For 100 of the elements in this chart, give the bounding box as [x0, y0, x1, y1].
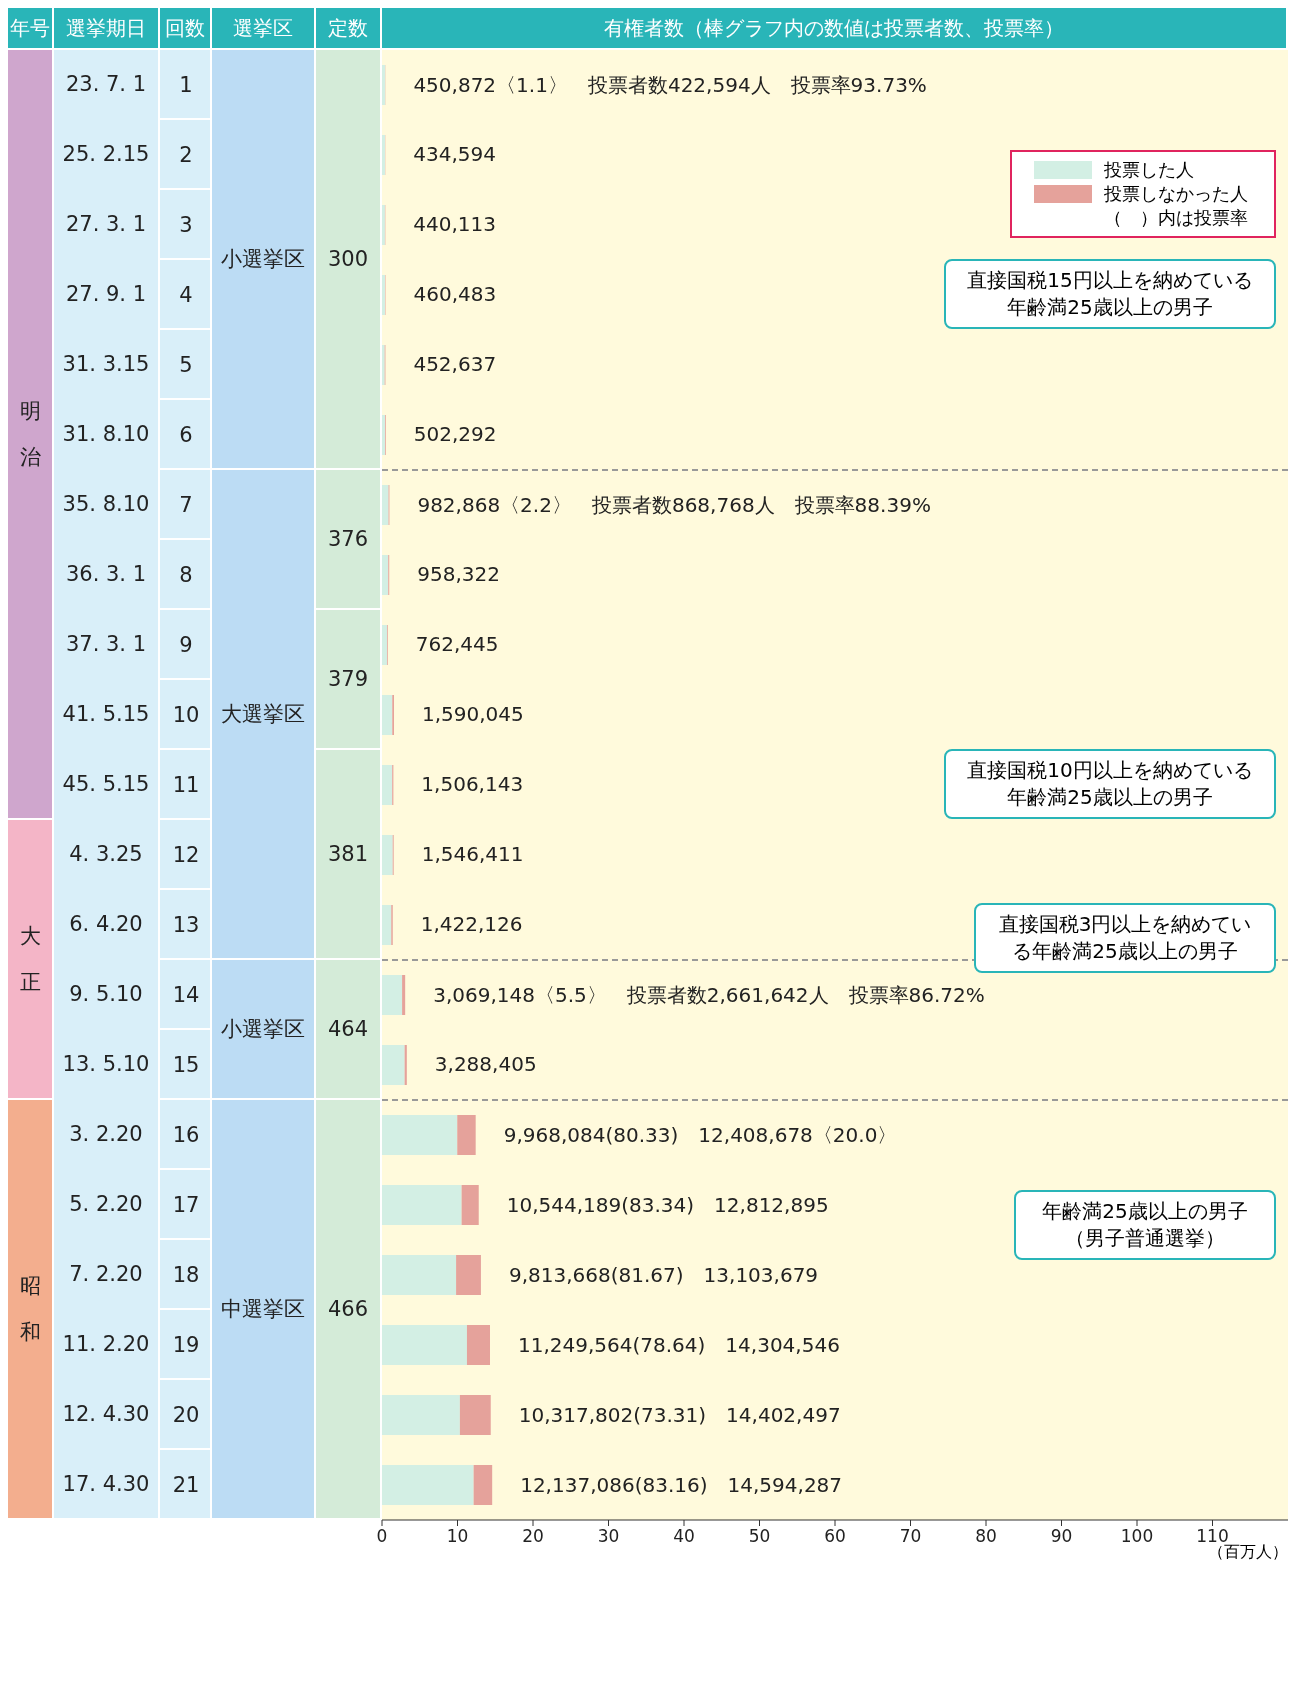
annotation: 年齢満25歳以上の男子（男子普通選挙） — [1014, 1190, 1276, 1260]
text: 17. 4.30 — [61, 1471, 151, 1498]
bar — [402, 975, 406, 1015]
y-tick-label: 9 — [179, 633, 193, 657]
bar — [382, 905, 392, 945]
annotation: 3,069,148〈5.5〉 投票者数2,661,642人 投票率86.72% — [433, 982, 985, 1009]
x-tick-label: 90 — [1050, 1526, 1073, 1546]
text: 昭和 — [18, 1273, 42, 1346]
bar — [382, 1115, 458, 1155]
text: 376 — [316, 470, 380, 608]
bar — [382, 1185, 462, 1225]
x-tick-label: 100 — [1120, 1526, 1154, 1546]
text: 3. 2.20 — [68, 1121, 144, 1148]
chart-title: 有権者数（棒グラフ内の数値は投票者数、投票率） — [382, 8, 1286, 48]
annotation: 直接国税10円以上を納めている年齢満25歳以上の男子 — [944, 749, 1276, 819]
bar — [382, 765, 393, 805]
text: 12. 4.30 — [61, 1401, 151, 1428]
y-tick-label: 17 — [172, 1193, 200, 1217]
y-tick-label: 3 — [179, 213, 193, 237]
bar — [382, 975, 403, 1015]
text: 41. 5.15 — [61, 701, 151, 728]
y-tick-label: 14 — [172, 983, 200, 1007]
text: 466 — [316, 1100, 380, 1518]
text: 31. 8.10 — [61, 421, 151, 448]
text: 大正 — [18, 923, 42, 996]
x-tick-label: 30 — [597, 1526, 620, 1546]
x-tick-label: 0 — [376, 1526, 388, 1546]
text: 回数 — [160, 8, 210, 48]
annotation: 460,483 — [413, 282, 497, 306]
bar — [404, 1045, 407, 1085]
x-tick-label: 10 — [446, 1526, 469, 1546]
annotation: 10,544,189(83.34) 12,812,895 — [506, 1192, 829, 1219]
text: 中選挙区 — [212, 1100, 314, 1518]
bar — [466, 1325, 490, 1365]
y-tick-label: 20 — [172, 1403, 200, 1427]
text: 7. 2.20 — [68, 1261, 144, 1288]
text: 379 — [316, 610, 380, 748]
y-tick-label: 2 — [179, 143, 193, 167]
y-tick-label: 16 — [172, 1123, 200, 1147]
text: 明治 — [18, 398, 42, 471]
text: 選挙区 — [212, 8, 314, 48]
text: 27. 9. 1 — [64, 281, 148, 308]
y-tick-label: 7 — [179, 493, 193, 517]
text: 大選挙区 — [212, 470, 314, 958]
x-tick-label: 50 — [748, 1526, 771, 1546]
text: 27. 3. 1 — [64, 211, 148, 238]
text: 4. 3.25 — [68, 841, 144, 868]
annotation: 3,288,405 — [434, 1052, 537, 1076]
text: 選挙期日 — [54, 8, 158, 48]
text: 年号 — [8, 8, 52, 48]
annotation: 762,445 — [415, 632, 499, 656]
annotation: 958,322 — [417, 562, 500, 586]
y-tick-label: 21 — [172, 1473, 200, 1497]
y-tick-label: 4 — [179, 283, 193, 307]
annotation: 502,292 — [413, 422, 497, 446]
text: 小選挙区 — [212, 50, 314, 468]
y-tick-label: 12 — [172, 843, 200, 867]
legend-label: 投票した人 — [1104, 158, 1194, 182]
text: 25. 2.15 — [61, 141, 151, 168]
annotation: 1,590,045 — [422, 702, 524, 726]
text: 464 — [316, 960, 380, 1098]
x-tick-label: 70 — [899, 1526, 922, 1546]
y-tick-label: 6 — [179, 423, 193, 447]
text: 5. 2.20 — [68, 1191, 144, 1218]
text: 6. 4.20 — [68, 911, 144, 938]
bar — [382, 695, 393, 735]
annotation: 11,249,564(78.64) 14,304,546 — [517, 1332, 840, 1359]
bar — [382, 1255, 457, 1295]
annotation: 9,813,668(81.67) 13,103,679 — [508, 1262, 819, 1289]
bar — [382, 1045, 405, 1085]
y-tick-label: 1 — [179, 73, 193, 97]
annotation: 452,637 — [413, 352, 497, 376]
x-tick-label: 80 — [975, 1526, 997, 1546]
bar — [382, 555, 389, 595]
bar — [382, 1325, 467, 1365]
text: 381 — [316, 750, 380, 958]
annotation: 434,594 — [413, 142, 496, 166]
text: 定数 — [316, 8, 380, 48]
text: 35. 8.10 — [61, 491, 151, 518]
bar — [473, 1465, 493, 1505]
bar — [461, 1185, 479, 1225]
text: 300 — [316, 50, 380, 468]
annotation: 直接国税3円以上を納めている年齢満25歳以上の男子 — [974, 903, 1276, 973]
y-tick-label: 8 — [179, 563, 193, 587]
y-tick-label: 11 — [172, 773, 200, 797]
annotation: （ ）内は投票率 — [1103, 206, 1248, 230]
annotation: 10,317,802(73.31) 14,402,497 — [518, 1402, 841, 1429]
bar — [456, 1255, 481, 1295]
text: 9. 5.10 — [68, 981, 144, 1008]
bar — [382, 625, 387, 665]
annotation: 12,137,086(83.16) 14,594,287 — [520, 1472, 843, 1499]
y-tick-label: 19 — [172, 1333, 200, 1357]
x-tick-label: 40 — [673, 1526, 695, 1546]
y-tick-label: 15 — [172, 1053, 200, 1077]
annotation: 440,113 — [413, 212, 497, 236]
annotation: 直接国税15円以上を納めている年齢満25歳以上の男子 — [944, 259, 1276, 329]
bar — [382, 835, 393, 875]
annotation: 982,868〈2.2〉 投票者数868,768人 投票率88.39% — [417, 492, 931, 519]
bar — [457, 1115, 476, 1155]
text: 11. 2.20 — [61, 1331, 151, 1358]
